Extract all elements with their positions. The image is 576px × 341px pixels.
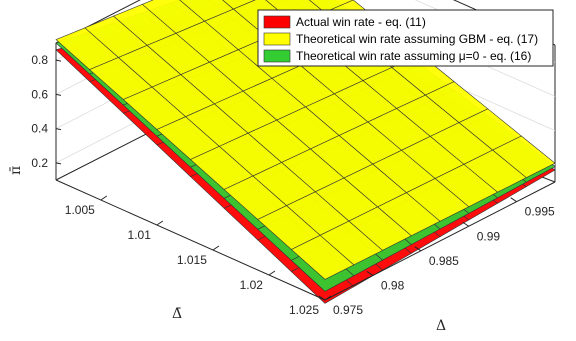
legend-label: Actual win rate - eq. (11) [296,15,426,29]
y-tick-label: 1.01 [128,228,152,242]
x-tick-label: 0.99 [477,229,501,243]
y-tick-label: 1.005 [65,203,95,217]
legend-swatch [263,49,291,63]
y-tick-mark [324,295,332,301]
y-axis-label: Δ̄ [172,306,182,322]
legend-label: Theoretical win rate assuming GBM - eq. … [296,32,538,46]
x-tick-mark [414,246,422,252]
z-tick-label: 0.4 [31,122,48,136]
legend-label: Theoretical win rate assuming μ=0 - eq. … [296,49,531,63]
y-tick-label: 1.02 [240,278,264,292]
x-tick-mark [366,271,374,276]
legend-swatch [263,15,291,29]
x-tick-mark [318,295,326,301]
x-axis-label: Δ [436,318,446,334]
z-tick-mark [55,59,62,62]
z-tick-mark [55,128,62,131]
surface-patch [290,234,355,280]
axis-back-top-edges [55,0,556,46]
y-tick-mark [100,195,108,201]
x-tick-label: 0.985 [429,254,459,268]
z-axis-label: π̄ [8,166,24,175]
z-tick-label: 0.2 [31,156,48,170]
x-tick-label: 0.98 [381,278,405,292]
z-tick-label: 0.8 [31,53,48,67]
y-tick-label: 1.015 [177,253,207,267]
x-tick-mark [510,197,517,203]
axes-box-front [55,43,556,301]
legend: Actual win rate - eq. (11) Theoretical wi… [257,9,554,67]
tick-labels: 0.2 0.4 0.6 0.8 1.005 1.01 1.015 1.02 1.025 0.975… [31,53,555,317]
x-tick-mark [462,221,470,227]
y-tick-mark [212,245,220,251]
z-tick-mark [55,93,62,96]
y-tick-label: 1.025 [289,303,319,317]
z-tick-mark [55,162,62,165]
z-tick-label: 0.6 [31,87,48,101]
y-tick-mark [156,220,164,226]
legend-swatch [263,32,291,46]
x-tick-label: 0.995 [525,205,555,219]
y-tick-mark [268,270,276,276]
x-tick-label: 0.975 [333,303,363,317]
legend-box [257,9,554,67]
